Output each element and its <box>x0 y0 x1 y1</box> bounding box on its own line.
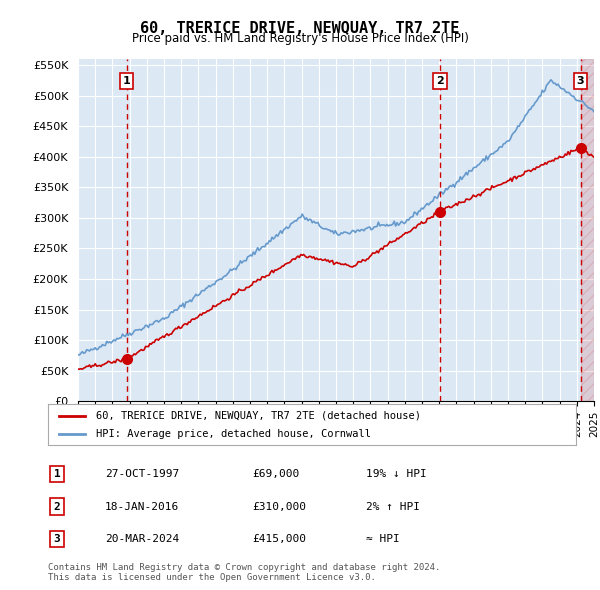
Text: 2: 2 <box>53 502 61 512</box>
Text: This data is licensed under the Open Government Licence v3.0.: This data is licensed under the Open Gov… <box>48 573 376 582</box>
Text: 19% ↓ HPI: 19% ↓ HPI <box>366 469 427 479</box>
Text: 1: 1 <box>53 469 61 479</box>
Text: Price paid vs. HM Land Registry's House Price Index (HPI): Price paid vs. HM Land Registry's House … <box>131 32 469 45</box>
Text: 18-JAN-2016: 18-JAN-2016 <box>105 502 179 512</box>
Text: 60, TRERICE DRIVE, NEWQUAY, TR7 2TE (detached house): 60, TRERICE DRIVE, NEWQUAY, TR7 2TE (det… <box>95 411 421 421</box>
Text: ≈ HPI: ≈ HPI <box>366 534 400 544</box>
Text: £69,000: £69,000 <box>252 469 299 479</box>
Text: 27-OCT-1997: 27-OCT-1997 <box>105 469 179 479</box>
Text: 2% ↑ HPI: 2% ↑ HPI <box>366 502 420 512</box>
Text: £310,000: £310,000 <box>252 502 306 512</box>
Text: 3: 3 <box>53 534 61 544</box>
Text: 20-MAR-2024: 20-MAR-2024 <box>105 534 179 544</box>
Text: 60, TRERICE DRIVE, NEWQUAY, TR7 2TE: 60, TRERICE DRIVE, NEWQUAY, TR7 2TE <box>140 21 460 35</box>
Text: 2: 2 <box>436 76 444 86</box>
Text: HPI: Average price, detached house, Cornwall: HPI: Average price, detached house, Corn… <box>95 429 371 439</box>
Text: £415,000: £415,000 <box>252 534 306 544</box>
Text: 1: 1 <box>122 76 130 86</box>
Text: 3: 3 <box>577 76 584 86</box>
Text: Contains HM Land Registry data © Crown copyright and database right 2024.: Contains HM Land Registry data © Crown c… <box>48 563 440 572</box>
Bar <box>581 59 594 401</box>
